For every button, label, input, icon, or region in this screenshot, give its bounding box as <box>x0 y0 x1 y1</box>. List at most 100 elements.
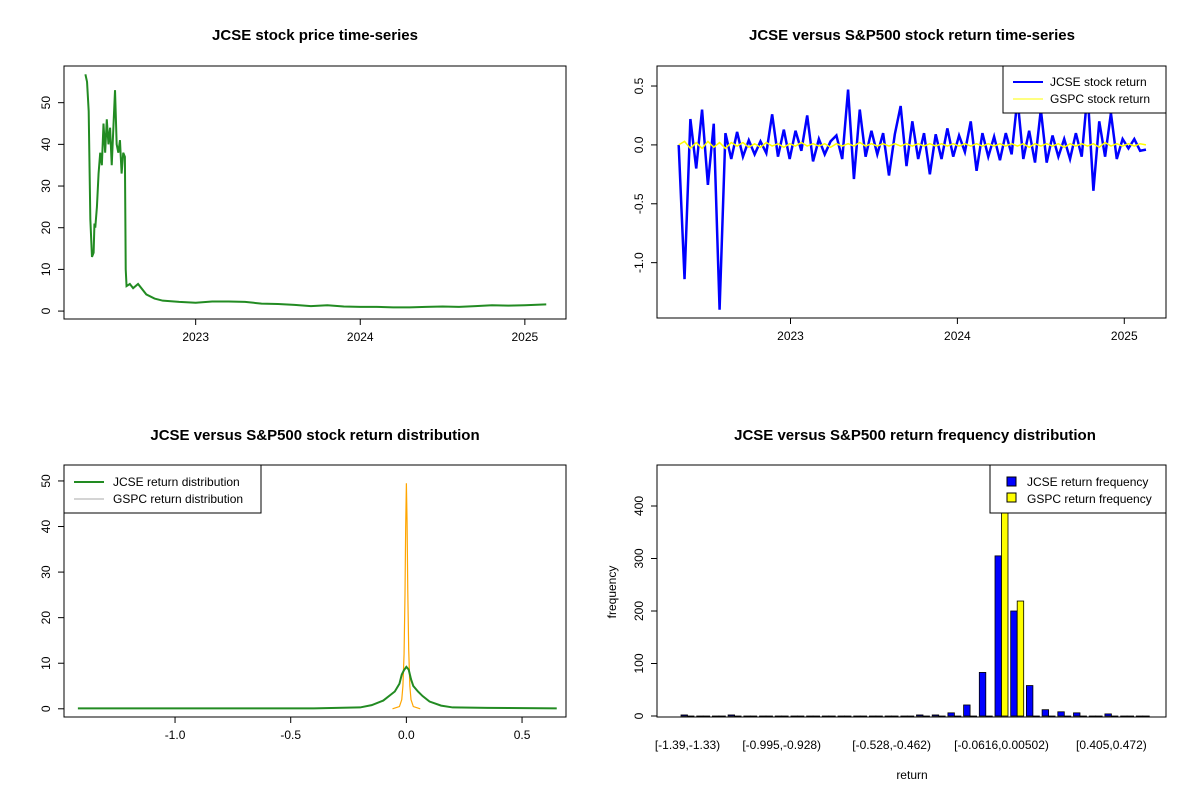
y-tick-label: 30 <box>39 565 53 579</box>
plot-frame <box>656 464 1167 718</box>
legend-box <box>989 464 1167 514</box>
y-tick-label: 40 <box>39 520 53 534</box>
jcse-bar <box>774 715 783 717</box>
jcse-bar <box>931 714 940 717</box>
gspc-bar <box>1142 715 1150 717</box>
x-tick-label: -1.0 <box>165 728 186 742</box>
legend-label-gspc: GSPC return distribution <box>113 492 243 506</box>
legend-box <box>1002 65 1167 114</box>
gspc-return-line <box>678 140 1147 150</box>
legend-label-jcse: JCSE stock return <box>1050 75 1147 89</box>
jcse-bar <box>743 715 751 717</box>
y-tick-label: -1.0 <box>632 252 646 273</box>
gspc-bar <box>797 715 805 717</box>
jcse-bar <box>727 714 735 717</box>
legend-swatch-jcse <box>1006 476 1017 487</box>
x-axis-label: return <box>896 768 927 782</box>
gspc-bar <box>734 715 742 717</box>
x-tick-label: 0.5 <box>514 728 531 742</box>
jcse-bar <box>916 714 924 717</box>
plot-frame <box>63 464 567 718</box>
bars <box>680 474 1150 717</box>
jcse-bar <box>821 715 830 717</box>
y-tick-label: 0.0 <box>632 136 646 153</box>
jcse-bar <box>837 715 845 717</box>
gspc-bar <box>938 715 946 717</box>
return-distribution-panel: JCSE versus S&P500 stock return distribu… <box>39 427 567 742</box>
gspc-bar <box>765 715 773 717</box>
jcse-bar <box>884 715 892 717</box>
chart-title: JCSE versus S&P500 stock return distribu… <box>150 427 479 444</box>
jcse-bar <box>1073 712 1081 717</box>
y-tick-label: 0 <box>632 712 646 719</box>
gspc-bar <box>1111 715 1119 717</box>
y-tick-label: 0 <box>39 705 53 712</box>
legend-box <box>63 464 262 514</box>
y-tick-label: 40 <box>39 137 53 151</box>
plot-frame <box>63 65 567 320</box>
y-tick-label: 20 <box>39 611 53 625</box>
y-tick-label: 400 <box>632 496 646 516</box>
y-tick-label: 0.5 <box>632 77 646 94</box>
y-axis-label: frequency <box>605 566 619 619</box>
price-line <box>84 74 547 309</box>
x-tick-label: -0.5 <box>280 728 301 742</box>
gspc-bar <box>875 715 883 717</box>
x-tick-label: 0.0 <box>398 728 415 742</box>
y-tick-label: 300 <box>632 548 646 568</box>
jcse-bar <box>806 715 814 717</box>
jcse-bar <box>1041 709 1049 717</box>
gspc-bar <box>891 715 899 717</box>
jcse-bar <box>869 715 877 717</box>
chart-title: JCSE versus S&P500 stock return time-ser… <box>749 27 1075 44</box>
y-tick-label: 50 <box>39 96 53 110</box>
legend-label-gspc: GSPC return frequency <box>1027 492 1152 506</box>
gspc-bar <box>781 715 789 717</box>
x-tick-label: 2025 <box>1111 329 1138 343</box>
gspc-bar <box>1032 715 1040 717</box>
gspc-density-line <box>392 483 421 710</box>
return-timeseries-panel: JCSE versus S&P500 stock return time-ser… <box>632 27 1167 343</box>
gspc-bar <box>844 715 852 717</box>
jcse-bar <box>978 672 987 717</box>
jcse-bar <box>1010 610 1018 717</box>
y-tick-label: 100 <box>632 653 646 673</box>
x-tick-label: 2023 <box>777 329 804 343</box>
return-frequency-panel: JCSE versus S&P500 return frequency dist… <box>605 427 1167 782</box>
gspc-bar <box>1063 715 1072 717</box>
jcse-bar <box>696 715 704 717</box>
x-tick-label: [-0.995,-0.928) <box>742 738 821 752</box>
gspc-bar <box>969 715 977 717</box>
gspc-bar <box>859 715 868 717</box>
jcse-density-line <box>77 665 557 710</box>
jcse-bar <box>680 714 688 717</box>
y-tick-label: 30 <box>39 179 53 193</box>
gspc-bar <box>906 715 915 717</box>
chart-title: JCSE stock price time-series <box>212 27 418 44</box>
jcse-bar <box>994 555 1002 717</box>
y-tick-label: 10 <box>39 262 53 276</box>
gspc-bar <box>1095 715 1103 717</box>
gspc-bar <box>1016 600 1025 717</box>
jcse-bar <box>1104 713 1112 717</box>
x-tick-label: [-0.528,-0.462) <box>852 738 931 752</box>
price-timeseries-panel: JCSE stock price time-series 0 10 20 30 40 50… <box>39 27 567 344</box>
jcse-bar <box>853 715 861 717</box>
gspc-bar <box>1048 715 1056 717</box>
gspc-bar <box>954 715 962 717</box>
jcse-return-line <box>677 89 1147 310</box>
y-tick-label: 0 <box>39 307 53 314</box>
gspc-bar <box>1079 715 1087 717</box>
x-tick-label: 2024 <box>944 329 971 343</box>
legend-label-jcse: JCSE return frequency <box>1027 475 1148 489</box>
y-tick-label: 20 <box>39 221 53 235</box>
jcse-bar <box>1057 711 1065 717</box>
gspc-bar <box>828 715 836 717</box>
x-tick-label: [-1.39,-1.33) <box>655 738 720 752</box>
jcse-bar <box>712 715 720 717</box>
gspc-bar <box>922 715 930 717</box>
legend-swatch-gspc <box>1006 492 1017 503</box>
jcse-bar <box>900 715 908 717</box>
gspc-bar <box>749 715 758 717</box>
y-tick-label: 10 <box>39 656 53 670</box>
